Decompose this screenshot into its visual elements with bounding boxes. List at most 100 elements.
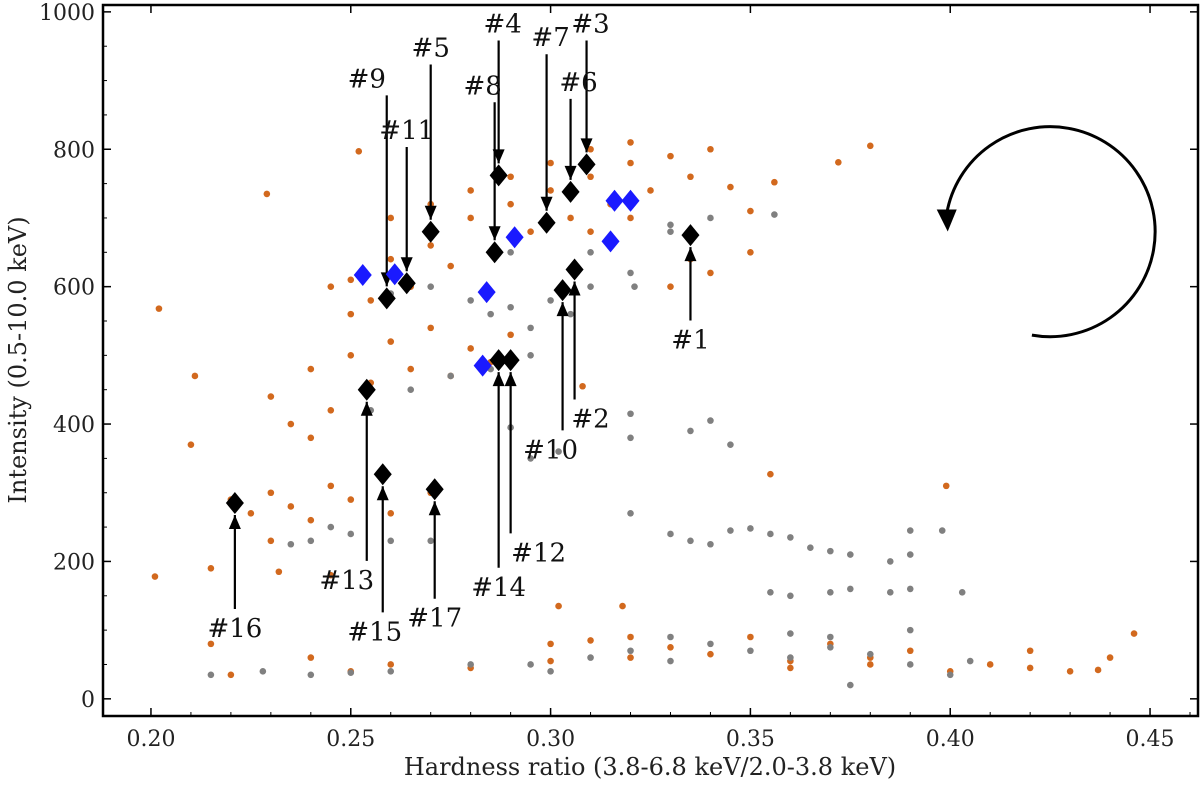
annotation-label: #13 xyxy=(319,566,374,596)
diamond-point xyxy=(505,226,524,249)
annotation-arrowhead xyxy=(492,372,505,387)
diamond-point xyxy=(485,241,504,264)
data-point xyxy=(627,434,634,442)
data-point xyxy=(307,654,315,661)
data-point xyxy=(847,681,854,689)
annotation-label: #1 xyxy=(671,325,709,355)
data-point xyxy=(259,668,267,675)
data-point xyxy=(327,407,335,414)
data-point xyxy=(547,297,554,304)
data-point xyxy=(787,654,794,661)
x-tick-label: 0.35 xyxy=(726,727,775,752)
data-point xyxy=(427,324,435,332)
data-point xyxy=(906,661,914,668)
data-point xyxy=(207,671,215,679)
data-point xyxy=(287,420,295,428)
data-point xyxy=(307,516,315,524)
data-point xyxy=(507,200,514,208)
data-point xyxy=(946,671,954,679)
data-point xyxy=(1026,664,1034,672)
data-point xyxy=(1130,630,1138,637)
data-point xyxy=(587,145,594,153)
data-point xyxy=(767,589,774,596)
data-point xyxy=(527,228,534,235)
annotation-arrowhead xyxy=(504,372,517,387)
data-point xyxy=(667,221,674,229)
y-tick-label: 400 xyxy=(53,413,95,438)
annotation-arrowhead xyxy=(488,226,501,241)
data-point xyxy=(427,242,435,249)
data-point xyxy=(906,626,914,634)
data-point xyxy=(827,589,834,596)
annotation-arrowhead xyxy=(580,138,593,153)
data-point xyxy=(587,249,594,256)
data-point xyxy=(307,365,315,373)
annotation-label: #7 xyxy=(531,23,569,53)
diamond-point xyxy=(357,378,376,401)
data-point xyxy=(707,417,714,424)
data-point xyxy=(407,365,415,373)
data-point xyxy=(647,187,654,194)
data-point xyxy=(667,530,674,538)
data-point xyxy=(707,540,714,548)
annotation-arrowhead xyxy=(228,515,241,530)
data-point xyxy=(507,331,514,339)
data-point xyxy=(387,661,395,668)
annotation-label: #15 xyxy=(347,617,402,647)
data-point xyxy=(787,534,794,541)
axis-ticks: 0.20 0.25 0.30 0.35 0.40 0.45 0 200 400 600 800 100… xyxy=(39,1,1198,752)
data-point xyxy=(886,558,894,565)
data-point xyxy=(827,633,834,641)
data-point xyxy=(327,283,335,290)
data-point xyxy=(667,633,674,641)
data-point xyxy=(327,482,335,490)
diamond-point xyxy=(621,189,640,212)
data-point xyxy=(587,637,594,644)
annotation-label: #17 xyxy=(407,604,462,634)
data-point xyxy=(627,214,634,222)
diamond-point xyxy=(577,153,596,176)
data-point xyxy=(567,214,574,222)
diamond-point xyxy=(473,354,492,377)
data-points xyxy=(151,139,1138,689)
data-point xyxy=(631,283,638,290)
data-point xyxy=(619,602,626,610)
annotation-arrowhead xyxy=(424,205,437,220)
data-point xyxy=(355,148,363,155)
data-point xyxy=(866,661,874,668)
data-point xyxy=(547,159,554,167)
data-point xyxy=(387,338,395,345)
data-point xyxy=(687,173,694,181)
data-point xyxy=(747,207,754,215)
data-point xyxy=(847,551,854,558)
data-point xyxy=(307,671,315,679)
data-point xyxy=(347,669,355,677)
data-point xyxy=(1026,647,1034,655)
diamond-point xyxy=(385,263,404,286)
data-point xyxy=(467,661,474,668)
data-point xyxy=(447,372,454,380)
annotation-label: #9 xyxy=(348,64,386,94)
diamond-markers xyxy=(225,153,700,515)
data-point xyxy=(767,530,774,538)
data-point xyxy=(555,448,562,455)
data-point xyxy=(467,345,474,352)
diamond-point xyxy=(553,279,572,302)
annotation-label: #8 xyxy=(463,71,501,101)
data-point xyxy=(275,568,283,576)
data-point xyxy=(387,537,395,545)
data-point xyxy=(938,527,946,534)
data-point xyxy=(966,657,974,665)
rotation-arrowhead xyxy=(936,209,957,232)
data-point xyxy=(627,139,634,146)
y-tick-label: 800 xyxy=(53,138,95,163)
data-point xyxy=(267,489,275,497)
data-point xyxy=(387,668,395,675)
annotation-label: #14 xyxy=(471,573,526,603)
diamond-point xyxy=(537,211,556,234)
annotations: #1 #2 #3 #4 #5 #6 #7 #8 #9 #10 #11 #12 #13 #14 #15 #16 #… xyxy=(207,9,709,647)
data-point xyxy=(627,410,634,418)
data-point xyxy=(287,503,295,510)
data-point xyxy=(307,537,315,545)
annotation-arrowhead xyxy=(540,196,553,211)
